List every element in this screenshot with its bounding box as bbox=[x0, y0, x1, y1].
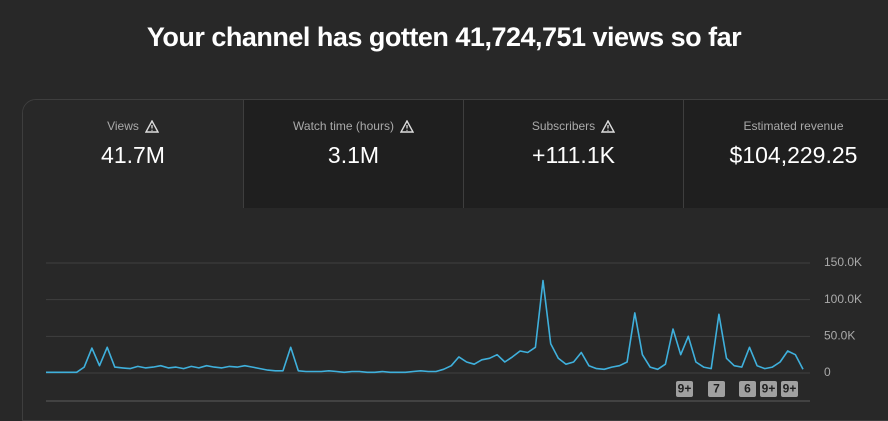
annotation-badge bbox=[739, 381, 756, 397]
metric-value: 41.7M bbox=[101, 142, 165, 168]
y-tick-label: 50.0K bbox=[824, 329, 855, 343]
metric-tab[interactable]: Watch time (hours) 3.1M bbox=[243, 100, 463, 208]
metric-tab[interactable]: Subscribers +111.1K bbox=[463, 100, 683, 208]
metric-value: $104,229.25 bbox=[729, 142, 858, 168]
page-title: Your channel has gotten 41,724,751 views… bbox=[146, 22, 742, 52]
chart: 0 50.0K 100.0K 150.0K 9+ 7 6 9+ 9+ bbox=[46, 255, 862, 402]
metric-tabs: Views 41.7M Watch time (hours) 3.1M Subs… bbox=[23, 100, 888, 208]
warning-icon bbox=[399, 119, 414, 133]
y-tick-label: 100.0K bbox=[824, 292, 862, 306]
metric-label: Views bbox=[107, 119, 139, 133]
metric-label: Subscribers bbox=[531, 119, 596, 133]
annotation-label: 9+ bbox=[762, 382, 776, 396]
metric-value: 3.1M bbox=[327, 142, 380, 168]
metric-label: Watch time (hours) bbox=[293, 119, 394, 133]
annotation-badge bbox=[708, 381, 725, 397]
metric-label: Estimated revenue bbox=[743, 119, 844, 133]
warning-icon bbox=[601, 119, 616, 133]
annotation-badge bbox=[781, 381, 798, 397]
annotation-badge bbox=[760, 381, 777, 397]
annotation-label: 7 bbox=[713, 382, 720, 396]
page: Your channel has gotten 41,724,751 views… bbox=[22, 22, 888, 421]
y-tick-label: 0 bbox=[824, 365, 831, 379]
y-tick-label: 150.0K bbox=[824, 255, 862, 269]
annotation-label: 6 bbox=[744, 382, 751, 396]
annotation-label: 9+ bbox=[783, 382, 797, 396]
metric-tab[interactable]: Estimated revenue $104,229.25 bbox=[683, 100, 888, 208]
metric-value: +111.1K bbox=[532, 142, 615, 168]
data-line bbox=[46, 279, 804, 374]
metric-tab[interactable]: Views 41.7M bbox=[23, 100, 243, 208]
annotation-badge bbox=[676, 381, 693, 397]
annotation-label: 9+ bbox=[678, 382, 692, 396]
warning-icon bbox=[144, 119, 159, 133]
